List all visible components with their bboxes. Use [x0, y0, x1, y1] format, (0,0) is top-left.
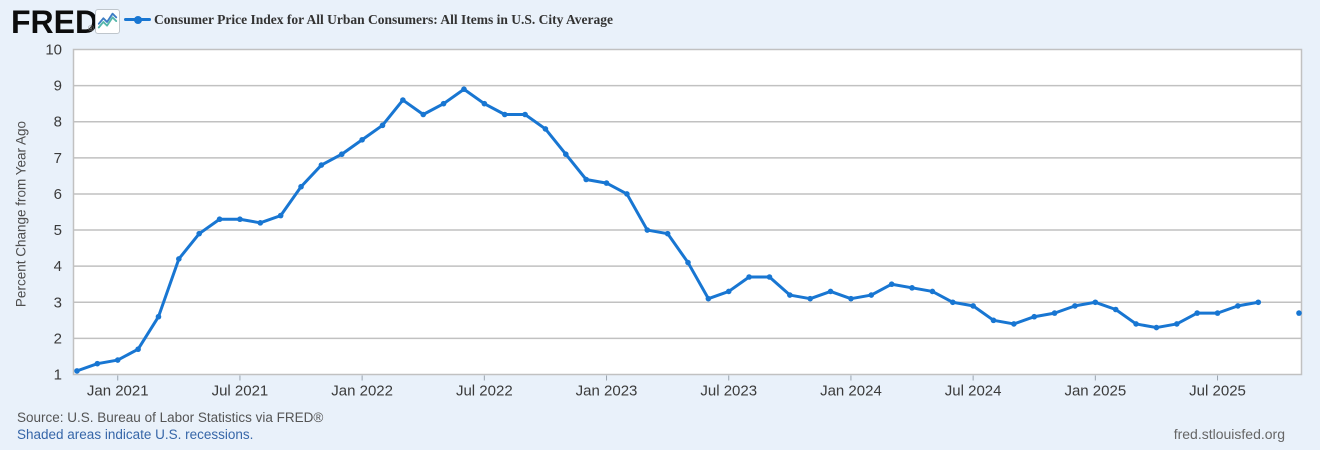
data-point [440, 100, 447, 107]
recession-note-link[interactable]: Shaded areas indicate U.S. recessions. [17, 427, 254, 442]
data-point [318, 162, 325, 168]
data-point [746, 274, 752, 280]
data-point [1031, 313, 1038, 320]
data-point [379, 122, 386, 129]
data-point [1011, 321, 1017, 327]
data-point [868, 292, 875, 298]
fred-site-link[interactable]: fred.stlouisfed.org [1173, 426, 1285, 442]
x-tick-label: Jan 2022 [331, 383, 393, 400]
y-tick-label: 3 [54, 294, 62, 311]
data-point [277, 212, 284, 219]
series-legend-swatch [124, 15, 151, 24]
data-point [603, 180, 610, 186]
data-point [1072, 303, 1078, 309]
data-point [176, 256, 182, 262]
fred-logo: FRED [11, 4, 99, 40]
data-point [787, 292, 793, 298]
data-point [1133, 321, 1139, 327]
y-tick-label: 9 [54, 78, 62, 95]
data-point [1092, 299, 1099, 306]
data-point [420, 111, 427, 118]
data-point [624, 191, 630, 197]
data-point [522, 111, 528, 118]
x-tick-label: Jul 2022 [456, 383, 513, 400]
x-tick-label: Jul 2025 [1189, 383, 1246, 400]
series-title: Consumer Price Index for All Urban Consu… [154, 12, 613, 27]
data-point [1255, 299, 1262, 306]
data-point [359, 136, 365, 143]
data-point [1051, 310, 1058, 316]
y-tick-label: 6 [54, 186, 62, 203]
data-point [216, 216, 223, 223]
x-tick-label: Jan 2023 [576, 383, 638, 400]
data-point [1153, 324, 1160, 331]
y-tick-label: 5 [54, 222, 62, 239]
fred-sparkline-icon [95, 9, 120, 34]
x-tick-label: Jul 2023 [700, 383, 757, 400]
plot-area [72, 48, 1303, 376]
data-point [888, 281, 895, 288]
y-tick-label: 2 [54, 330, 62, 347]
data-point [1194, 310, 1200, 316]
y-tick-label: 7 [54, 150, 62, 167]
data-point [114, 357, 121, 363]
x-tick-label: Jan 2024 [820, 383, 882, 400]
data-point [1112, 306, 1119, 313]
y-tick-label: 8 [54, 114, 62, 131]
data-point [725, 288, 732, 295]
source-note: Source: U.S. Bureau of Labor Statistics … [17, 410, 324, 425]
data-point [644, 227, 651, 233]
y-tick-label: 4 [54, 258, 62, 275]
y-axis-title: Percent Change from Year Ago [13, 120, 29, 308]
data-point [155, 313, 162, 320]
data-point [807, 295, 813, 302]
data-point [848, 295, 854, 302]
data-point [501, 111, 508, 118]
data-point [1235, 303, 1241, 309]
data-point [135, 346, 141, 353]
data-point [94, 360, 101, 367]
y-tick-label: 10 [45, 42, 62, 59]
data-point [705, 295, 712, 302]
data-point [909, 285, 915, 291]
series-legend-dot-icon [134, 15, 142, 24]
x-tick-label: Jul 2024 [945, 383, 1002, 400]
data-point [542, 126, 549, 132]
registered-trademark-mark: ® [88, 24, 94, 33]
data-point [583, 176, 589, 183]
data-point [827, 288, 834, 295]
data-point [400, 97, 406, 103]
data-point [481, 100, 488, 107]
data-point [766, 274, 773, 280]
data-point [970, 303, 976, 309]
data-point [338, 151, 345, 158]
data-point [563, 151, 569, 158]
x-tick-label: Jan 2025 [1064, 383, 1126, 400]
data-point [1296, 310, 1302, 316]
x-tick-label: Jul 2021 [212, 383, 269, 400]
y-tick-label: 1 [54, 367, 62, 384]
data-point [237, 216, 243, 223]
data-point [664, 230, 671, 237]
x-tick-label: Jan 2021 [87, 383, 149, 400]
data-point [1174, 321, 1180, 327]
data-point [74, 368, 80, 374]
data-point [685, 259, 691, 266]
data-point [929, 288, 936, 295]
data-point [461, 86, 467, 93]
data-point [990, 317, 997, 324]
data-point [298, 183, 304, 190]
data-point [1214, 310, 1221, 316]
data-point [949, 299, 956, 306]
data-point [196, 230, 202, 237]
data-point [257, 220, 264, 226]
